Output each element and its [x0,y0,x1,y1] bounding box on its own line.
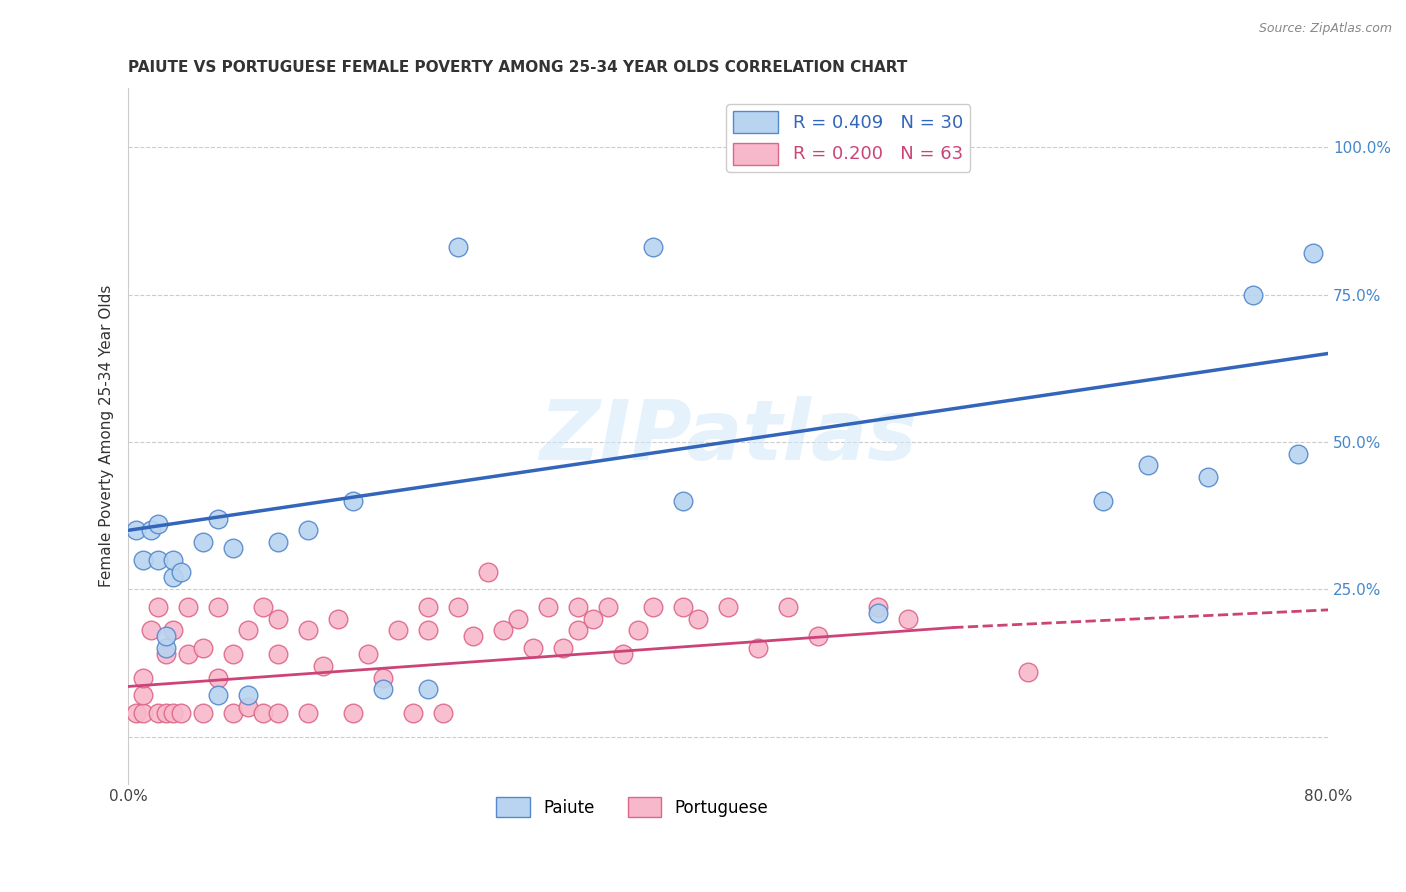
Point [267,535,290,549]
Point [132,671,155,685]
Point [252,706,274,720]
Point [1017,665,1039,679]
Point [207,671,229,685]
Point [155,706,177,720]
Legend: Paiute, Portuguese: Paiute, Portuguese [489,790,775,824]
Point [357,647,380,661]
Point [1241,287,1264,301]
Point [162,570,184,584]
Point [418,682,440,697]
Point [747,641,769,656]
Point [688,612,710,626]
Point [447,240,470,254]
Point [582,612,605,626]
Point [508,612,530,626]
Point [132,689,155,703]
Point [162,624,184,638]
Point [418,624,440,638]
Point [222,706,245,720]
Point [1302,246,1324,260]
Point [177,647,200,661]
Point [868,606,890,620]
Point [447,599,470,614]
Point [125,706,148,720]
Text: PAIUTE VS PORTUGUESE FEMALE POVERTY AMONG 25-34 YEAR OLDS CORRELATION CHART: PAIUTE VS PORTUGUESE FEMALE POVERTY AMON… [128,60,908,75]
Point [132,706,155,720]
Point [373,671,395,685]
Point [297,624,319,638]
Point [139,624,162,638]
Point [778,599,800,614]
Point [177,599,200,614]
Point [342,493,364,508]
Point [1286,447,1309,461]
Point [373,682,395,697]
Point [463,629,485,643]
Point [155,641,177,656]
Point [162,553,184,567]
Point [207,511,229,525]
Y-axis label: Female Poverty Among 25-34 Year Olds: Female Poverty Among 25-34 Year Olds [100,285,114,587]
Point [162,706,184,720]
Point [222,647,245,661]
Point [807,629,830,643]
Point [1197,470,1219,484]
Point [1092,493,1115,508]
Point [155,629,177,643]
Point [148,517,170,532]
Point [148,553,170,567]
Point [897,612,920,626]
Point [672,493,695,508]
Point [627,624,650,638]
Point [139,524,162,538]
Point [312,658,335,673]
Point [193,641,215,656]
Point [328,612,350,626]
Point [643,599,665,614]
Point [492,624,515,638]
Point [238,689,260,703]
Point [612,647,634,661]
Point [238,700,260,714]
Text: Source: ZipAtlas.com: Source: ZipAtlas.com [1258,22,1392,36]
Point [717,599,740,614]
Point [267,612,290,626]
Point [252,599,274,614]
Point [643,240,665,254]
Point [553,641,575,656]
Point [672,599,695,614]
Point [567,599,589,614]
Point [238,624,260,638]
Point [148,706,170,720]
Point [170,565,193,579]
Point [537,599,560,614]
Point [297,706,319,720]
Point [222,541,245,555]
Point [132,553,155,567]
Point [148,599,170,614]
Point [567,624,589,638]
Point [207,599,229,614]
Point [342,706,364,720]
Point [297,524,319,538]
Point [432,706,454,720]
Text: ZIPatlas: ZIPatlas [540,395,917,476]
Point [387,624,409,638]
Point [193,706,215,720]
Point [477,565,499,579]
Point [598,599,620,614]
Point [267,647,290,661]
Point [402,706,425,720]
Point [267,706,290,720]
Point [1137,458,1160,473]
Point [193,535,215,549]
Point [522,641,544,656]
Point [125,524,148,538]
Point [418,599,440,614]
Point [170,706,193,720]
Point [207,689,229,703]
Point [868,599,890,614]
Point [155,647,177,661]
